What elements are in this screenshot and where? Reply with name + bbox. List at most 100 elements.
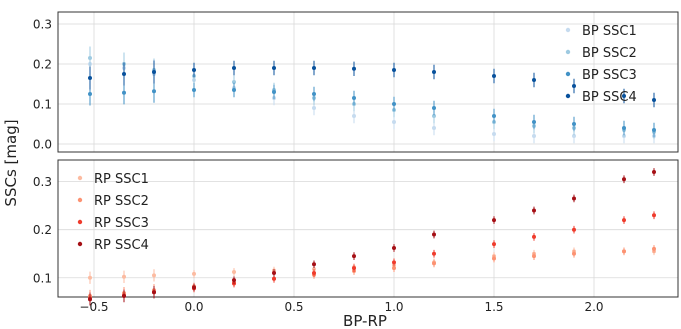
- data-point: [352, 96, 356, 100]
- legend-marker: [565, 27, 571, 33]
- legend-marker: [77, 241, 83, 247]
- data-point: [312, 92, 316, 96]
- x-tick-label: −0.5: [79, 300, 108, 314]
- data-point: [232, 66, 236, 70]
- data-point: [622, 126, 626, 130]
- top-panel: 0.0 0.1 0.2 0.3 BP SSC1 BP SSC2 BP SSC3 BP SSC4: [33, 11, 679, 153]
- data-point: [392, 266, 396, 271]
- data-point: [652, 128, 656, 132]
- data-point: [532, 208, 536, 213]
- x-tick-label: 1.0: [384, 300, 403, 314]
- series-rp-ssc2: [88, 245, 656, 303]
- data-point: [532, 134, 536, 138]
- y-tick-label: 0.1: [33, 271, 52, 285]
- data-point: [652, 170, 656, 175]
- data-point: [392, 245, 396, 250]
- legend-label: RP SSC2: [94, 194, 149, 209]
- data-point: [152, 273, 156, 278]
- legend-label: RP SSC4: [94, 238, 149, 253]
- data-point: [432, 232, 436, 237]
- data-point: [572, 227, 576, 232]
- data-point: [192, 88, 196, 92]
- data-point: [192, 68, 196, 72]
- data-point: [532, 234, 536, 239]
- data-point: [352, 66, 356, 71]
- data-point: [122, 90, 126, 95]
- data-point: [432, 261, 436, 266]
- legend: RP SSC1 RP SSC2 RP SSC3 RP SSC4: [77, 172, 149, 253]
- data-point: [352, 254, 356, 259]
- data-point: [152, 70, 156, 74]
- data-point: [572, 196, 576, 201]
- data-point: [88, 56, 92, 60]
- data-point: [88, 76, 92, 80]
- data-point: [622, 249, 626, 254]
- legend-marker: [565, 71, 571, 77]
- data-point: [432, 70, 436, 74]
- data-point: [652, 98, 656, 102]
- data-point: [392, 68, 396, 72]
- data-point: [572, 84, 576, 88]
- data-point: [232, 270, 236, 275]
- y-tick-label: 0.3: [33, 18, 52, 32]
- data-point: [622, 218, 626, 223]
- legend: BP SSC1 BP SSC2 BP SSC3 BP SSC4: [565, 24, 637, 105]
- data-point: [232, 80, 236, 84]
- data-point: [432, 106, 436, 110]
- legend-label: BP SSC1: [582, 24, 637, 39]
- data-point: [272, 66, 276, 70]
- legend-marker: [565, 49, 571, 55]
- data-point: [392, 260, 396, 265]
- series-bp-ssc3: [88, 79, 656, 138]
- data-point: [392, 102, 396, 106]
- series-rp-ssc1: [88, 247, 656, 284]
- data-point: [122, 274, 126, 279]
- data-point: [572, 122, 576, 126]
- y-tick-label: 0.3: [33, 175, 52, 189]
- data-point: [312, 66, 316, 70]
- data-point: [192, 285, 196, 290]
- data-point: [622, 177, 626, 182]
- y-axis-label: SSCs [mag]: [2, 119, 20, 206]
- legend-label: RP SSC3: [94, 216, 149, 231]
- data-point: [622, 94, 626, 98]
- data-point: [532, 78, 536, 82]
- data-point: [122, 72, 126, 76]
- x-axis-label: BP-RP: [343, 312, 387, 329]
- data-point: [152, 290, 156, 295]
- data-point: [532, 254, 536, 259]
- plot-frame: [57, 159, 679, 298]
- data-point: [88, 275, 92, 280]
- series-bp-ssc4: [88, 60, 656, 108]
- plot-frame: [57, 11, 679, 153]
- data-point: [492, 218, 496, 223]
- data-point: [432, 126, 436, 130]
- legend-label: BP SSC3: [582, 68, 637, 83]
- x-tick-label: 0.5: [284, 300, 303, 314]
- x-tick-label: 2.0: [584, 300, 603, 314]
- data-point: [232, 278, 236, 283]
- data-point: [492, 74, 496, 78]
- legend-label: RP SSC1: [94, 172, 149, 187]
- data-point: [352, 266, 356, 271]
- series-bp-ssc1: [88, 52, 656, 144]
- data-point: [122, 294, 126, 299]
- data-point: [272, 276, 276, 281]
- data-point: [88, 297, 92, 302]
- series-bp-ssc2: [88, 46, 656, 140]
- data-point: [492, 256, 496, 261]
- legend-label: BP SSC4: [582, 90, 637, 105]
- data-point: [532, 120, 536, 124]
- series-rp-ssc3: [88, 211, 656, 305]
- data-point: [312, 270, 316, 275]
- legend-marker: [77, 219, 83, 225]
- data-point: [88, 92, 92, 96]
- data-point: [392, 120, 396, 124]
- data-point: [492, 132, 496, 136]
- data-point: [492, 114, 496, 118]
- legend-marker: [77, 175, 83, 181]
- data-point: [232, 88, 236, 92]
- legend-marker: [565, 93, 571, 99]
